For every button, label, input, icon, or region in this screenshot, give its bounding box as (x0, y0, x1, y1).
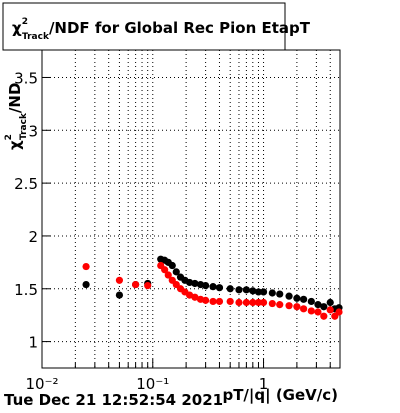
point (326, 306, 334, 314)
x-tick-label: 10⁻² (25, 375, 58, 393)
point (82, 280, 90, 289)
point (293, 303, 301, 311)
point (215, 284, 224, 292)
y-tick-label: 1.5 (14, 281, 38, 299)
point (235, 298, 243, 307)
point (215, 297, 224, 306)
point (326, 298, 334, 307)
point (226, 297, 234, 306)
x-tick-label: 1 (259, 375, 269, 393)
title-box (2, 2, 286, 51)
point (276, 301, 284, 309)
y-tick-label: 3 (28, 122, 38, 140)
point (268, 299, 276, 308)
point (249, 298, 257, 307)
point (82, 262, 90, 271)
point (259, 288, 268, 296)
point (191, 279, 199, 288)
point (268, 289, 276, 297)
point (161, 266, 169, 274)
point (254, 298, 263, 307)
y-axis-label: χ2 Track/ND (4, 83, 29, 150)
x-tick-label: 10⁻¹ (136, 375, 169, 393)
point (259, 298, 268, 307)
point (249, 287, 257, 295)
point (226, 285, 234, 293)
point (300, 295, 308, 303)
point (285, 292, 293, 300)
point (115, 276, 124, 284)
point (307, 297, 315, 306)
y-tick-label: 2 (28, 228, 38, 246)
point (235, 286, 243, 294)
point (335, 308, 343, 316)
y-tick-label: 1 (28, 334, 38, 352)
point (115, 291, 124, 299)
point (314, 308, 322, 316)
point (132, 280, 140, 289)
point (202, 281, 210, 290)
point (285, 302, 293, 310)
point (254, 288, 263, 296)
point (209, 283, 217, 291)
point (293, 294, 301, 302)
point (242, 298, 250, 307)
date-stamp: Tue Dec 21 12:52:54 2021 (4, 391, 223, 409)
point (276, 290, 284, 298)
y-tick-label: 2.5 (14, 175, 38, 193)
point (202, 296, 210, 304)
x-axis-label: pT/|q| (GeV/c) (222, 386, 338, 405)
point (320, 303, 328, 311)
point (300, 305, 308, 313)
chart-title: χ2 Track/NDF for Global Rec Pion EtapT (12, 17, 311, 42)
point (242, 286, 250, 294)
point (164, 271, 172, 279)
point (320, 312, 328, 320)
point (172, 268, 180, 276)
y-tick-label: 3.5 (14, 69, 38, 87)
point (209, 297, 217, 306)
point (191, 293, 199, 301)
point (307, 307, 315, 315)
point (168, 261, 176, 270)
point (314, 301, 322, 309)
point (144, 281, 152, 290)
